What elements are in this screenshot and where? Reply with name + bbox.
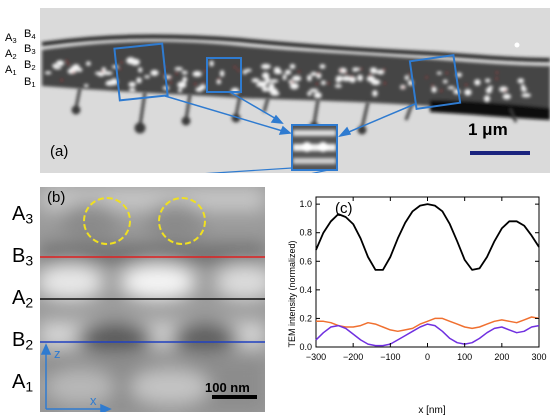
inset-zoom [291,124,338,171]
scale-bar-b [212,395,257,399]
x-tick-label: 300 [531,352,546,362]
series-line-3 [315,323,540,347]
panel-a-label: (a) [50,143,69,160]
dashed-circle-right [158,197,206,245]
row-label-a1: A1 [12,371,34,395]
y-tick-label: 1.0 [299,199,312,209]
row-label-a2: A2 [12,287,34,311]
panel-b-tem-image [40,187,265,412]
scale-bar-a [470,151,530,155]
y-tick-label: 0.6 [299,256,312,266]
row-label-a3: A3 [12,203,34,227]
row-label-b4: B4 [24,28,36,41]
z-axis-arrow [40,343,52,355]
axis-x-label: x [90,393,97,408]
row-label-b3: B3 [12,245,34,269]
row-label-a1-top: A1 [5,64,17,77]
scale-bar-a-text: 1 μm [468,120,508,139]
x-tick-label: −100 [380,352,400,362]
selection-box-left [113,42,169,102]
x-tick-label: −300 [306,352,326,362]
y-tick-label: 0.8 [299,228,312,238]
x-tick-label: 200 [494,352,509,362]
row-label-b1: B1 [24,76,36,89]
x-axis-arrow [100,403,112,412]
x-tick-label: −200 [343,352,363,362]
selection-box-middle [206,57,242,93]
x-tick-label: 100 [457,352,472,362]
row-label-a3-top: A3 [5,32,17,45]
row-label-b3-top: B3 [24,43,36,56]
panel-b-label: (b) [47,189,66,206]
chart-label: (c) [335,200,353,217]
row-label-a2-top: A2 [5,48,17,61]
y-axis-label: TEM intensity (normalized) [287,240,297,347]
dashed-circle-left [83,197,131,245]
scale-bar-b-text: 100 nm [205,380,250,395]
axis-z-label: z [54,346,61,361]
panel-c-chart: (c) −300 −200 −100 0 100 200 300 0.0 0.2 0.4 0.6 0.… [287,196,547,416]
x-axis-label: x [nm] [418,405,445,416]
selection-box-right [408,54,462,110]
x-tick-label: 0 [425,352,430,362]
pore-pattern [44,57,531,103]
y-tick-label: 0.4 [299,285,312,295]
y-tick-label: 0.2 [299,313,312,323]
row-label-b2: B2 [12,329,34,353]
series-line-1 [315,203,540,271]
y-tick-label: 0.0 [299,342,312,352]
row-label-b2-top: B2 [24,59,36,72]
series-line-2 [316,316,540,333]
